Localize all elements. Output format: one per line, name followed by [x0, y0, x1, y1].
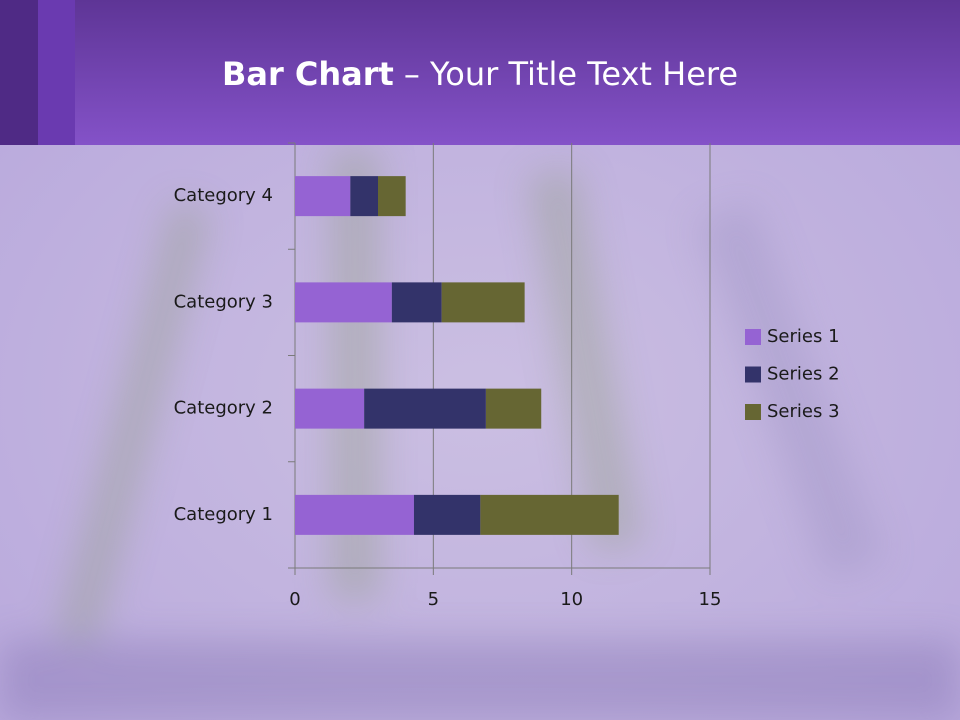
bar: [295, 282, 392, 323]
bar: [295, 176, 351, 217]
chart-title: Bar Chart – Your Title Text Here: [222, 55, 738, 93]
x-tick-label: 15: [699, 589, 722, 610]
x-tick-label: 10: [560, 589, 583, 610]
legend-swatch: [745, 404, 761, 420]
bar: [485, 388, 542, 429]
x-tick-label: 5: [428, 589, 439, 610]
header: [0, 0, 960, 145]
header-strip: [38, 0, 75, 145]
bar: [480, 494, 619, 535]
bar: [378, 176, 406, 217]
bar: [413, 494, 481, 535]
bar: [295, 494, 414, 535]
title-rest: – Your Title Text Here: [404, 55, 738, 93]
legend-label: Series 2: [767, 364, 840, 385]
bar: [391, 282, 442, 323]
bar: [295, 388, 365, 429]
y-tick-label: Category 2: [174, 398, 273, 419]
y-tick-label: Category 1: [174, 504, 273, 525]
y-tick-label: Category 3: [174, 291, 273, 312]
y-tick-label: Category 4: [174, 185, 273, 206]
bar: [441, 282, 525, 323]
bar: [350, 176, 378, 217]
photo-blur: [0, 150, 960, 720]
title-bold: Bar Chart: [222, 55, 394, 93]
legend-swatch: [745, 366, 761, 383]
legend-label: Series 3: [767, 401, 840, 422]
x-tick-label: 0: [289, 589, 300, 610]
legend-label: Series 1: [767, 326, 840, 347]
header-strip: [0, 0, 38, 145]
bar: [364, 388, 486, 429]
legend-swatch: [745, 329, 761, 345]
